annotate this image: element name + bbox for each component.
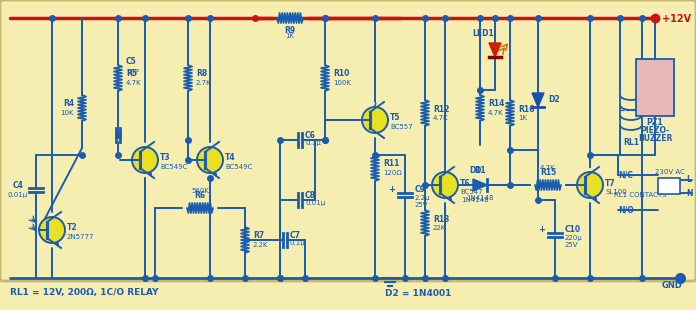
Text: 25V: 25V [415, 202, 429, 208]
Text: R12: R12 [433, 104, 450, 113]
Text: C7: C7 [290, 231, 301, 240]
Text: C5: C5 [126, 57, 136, 67]
Text: 22K: 22K [433, 225, 446, 231]
FancyBboxPatch shape [636, 59, 674, 116]
Circle shape [577, 172, 603, 198]
Text: 0.1µ: 0.1µ [290, 240, 306, 246]
Text: 100K: 100K [333, 80, 351, 86]
Text: C6: C6 [305, 131, 316, 140]
Text: —: — [649, 87, 661, 97]
Text: SL100: SL100 [605, 189, 627, 195]
Circle shape [432, 172, 458, 198]
Polygon shape [473, 179, 487, 191]
Text: R5: R5 [126, 69, 137, 78]
Text: R10: R10 [333, 69, 349, 78]
Text: 230V AC: 230V AC [655, 169, 685, 175]
Text: 1N4148: 1N4148 [466, 195, 493, 201]
Text: +12V: +12V [662, 14, 691, 24]
Text: T2: T2 [67, 224, 78, 232]
Text: RL1 = 12V, 200Ω, 1C/O RELAY: RL1 = 12V, 200Ω, 1C/O RELAY [10, 289, 159, 298]
Text: T4: T4 [225, 153, 236, 162]
Text: R11: R11 [383, 160, 400, 169]
Text: 1N4148: 1N4148 [461, 197, 489, 203]
Text: R9: R9 [285, 26, 296, 35]
Text: D1: D1 [469, 166, 481, 175]
Text: 4.7K: 4.7K [433, 115, 449, 121]
Text: N/C: N/C [618, 170, 633, 179]
Text: 0.01µ: 0.01µ [8, 192, 28, 198]
Text: C4: C4 [13, 180, 24, 189]
Text: 120Ω: 120Ω [383, 170, 402, 176]
Circle shape [39, 217, 65, 243]
Text: T7: T7 [605, 179, 616, 188]
Text: RL1: RL1 [623, 138, 639, 147]
Text: BC549C: BC549C [225, 164, 253, 170]
Text: 56P: 56P [126, 69, 139, 75]
Text: 1K: 1K [518, 115, 527, 121]
Text: +: + [538, 224, 545, 233]
Polygon shape [489, 43, 501, 57]
Text: 0.1µ: 0.1µ [305, 140, 321, 146]
Text: BC549C: BC549C [160, 164, 187, 170]
Text: 4.7K: 4.7K [540, 165, 556, 171]
Text: GND: GND [662, 281, 683, 290]
Text: R14: R14 [488, 100, 505, 108]
Text: T5: T5 [390, 113, 400, 122]
Text: BC557: BC557 [390, 124, 413, 130]
Text: R6: R6 [194, 191, 205, 200]
Text: PZ1: PZ1 [647, 118, 663, 127]
Text: T6: T6 [460, 179, 470, 188]
Text: 1K: 1K [285, 33, 294, 39]
Text: RL1 CONTACTS: RL1 CONTACTS [614, 192, 666, 198]
Polygon shape [532, 93, 544, 107]
Text: 2.7K: 2.7K [196, 80, 212, 86]
Text: C9: C9 [415, 185, 426, 194]
Text: 4.7K: 4.7K [126, 80, 141, 86]
Text: N: N [686, 188, 693, 197]
FancyBboxPatch shape [0, 0, 696, 281]
Text: 25V: 25V [565, 242, 578, 248]
Circle shape [197, 147, 223, 173]
Text: LOAD: LOAD [658, 183, 679, 189]
Text: D2: D2 [548, 95, 560, 104]
Text: 10K: 10K [61, 110, 74, 116]
Text: 560K: 560K [191, 188, 209, 194]
Text: R7: R7 [253, 232, 264, 241]
Text: R8: R8 [196, 69, 207, 78]
Text: BUZZER: BUZZER [638, 134, 672, 143]
Text: LED1: LED1 [472, 29, 494, 38]
Text: 220µ: 220µ [565, 235, 583, 241]
Text: 2.2µ: 2.2µ [415, 195, 431, 201]
Text: 2N5777: 2N5777 [67, 234, 95, 240]
Text: BC547: BC547 [460, 189, 482, 195]
Circle shape [362, 107, 388, 133]
Text: +: + [649, 72, 661, 85]
Text: N/O: N/O [618, 206, 634, 215]
Text: 4.7K: 4.7K [488, 110, 504, 116]
Circle shape [132, 147, 158, 173]
Text: R13: R13 [433, 215, 450, 224]
Text: D2 = 1N4001: D2 = 1N4001 [385, 289, 452, 298]
Bar [658, 178, 680, 194]
Text: 0.01µ: 0.01µ [305, 200, 325, 206]
Text: D1: D1 [474, 166, 486, 175]
Text: R15: R15 [540, 168, 556, 177]
Text: C8: C8 [305, 191, 316, 200]
Text: +: + [388, 184, 395, 193]
Text: 2.2K: 2.2K [253, 242, 269, 248]
Text: T3: T3 [160, 153, 171, 162]
Text: PIEZO-: PIEZO- [640, 126, 670, 135]
Text: R16: R16 [518, 104, 535, 113]
Text: R4: R4 [63, 100, 74, 108]
Text: L: L [686, 175, 691, 184]
Text: C10: C10 [565, 225, 581, 234]
